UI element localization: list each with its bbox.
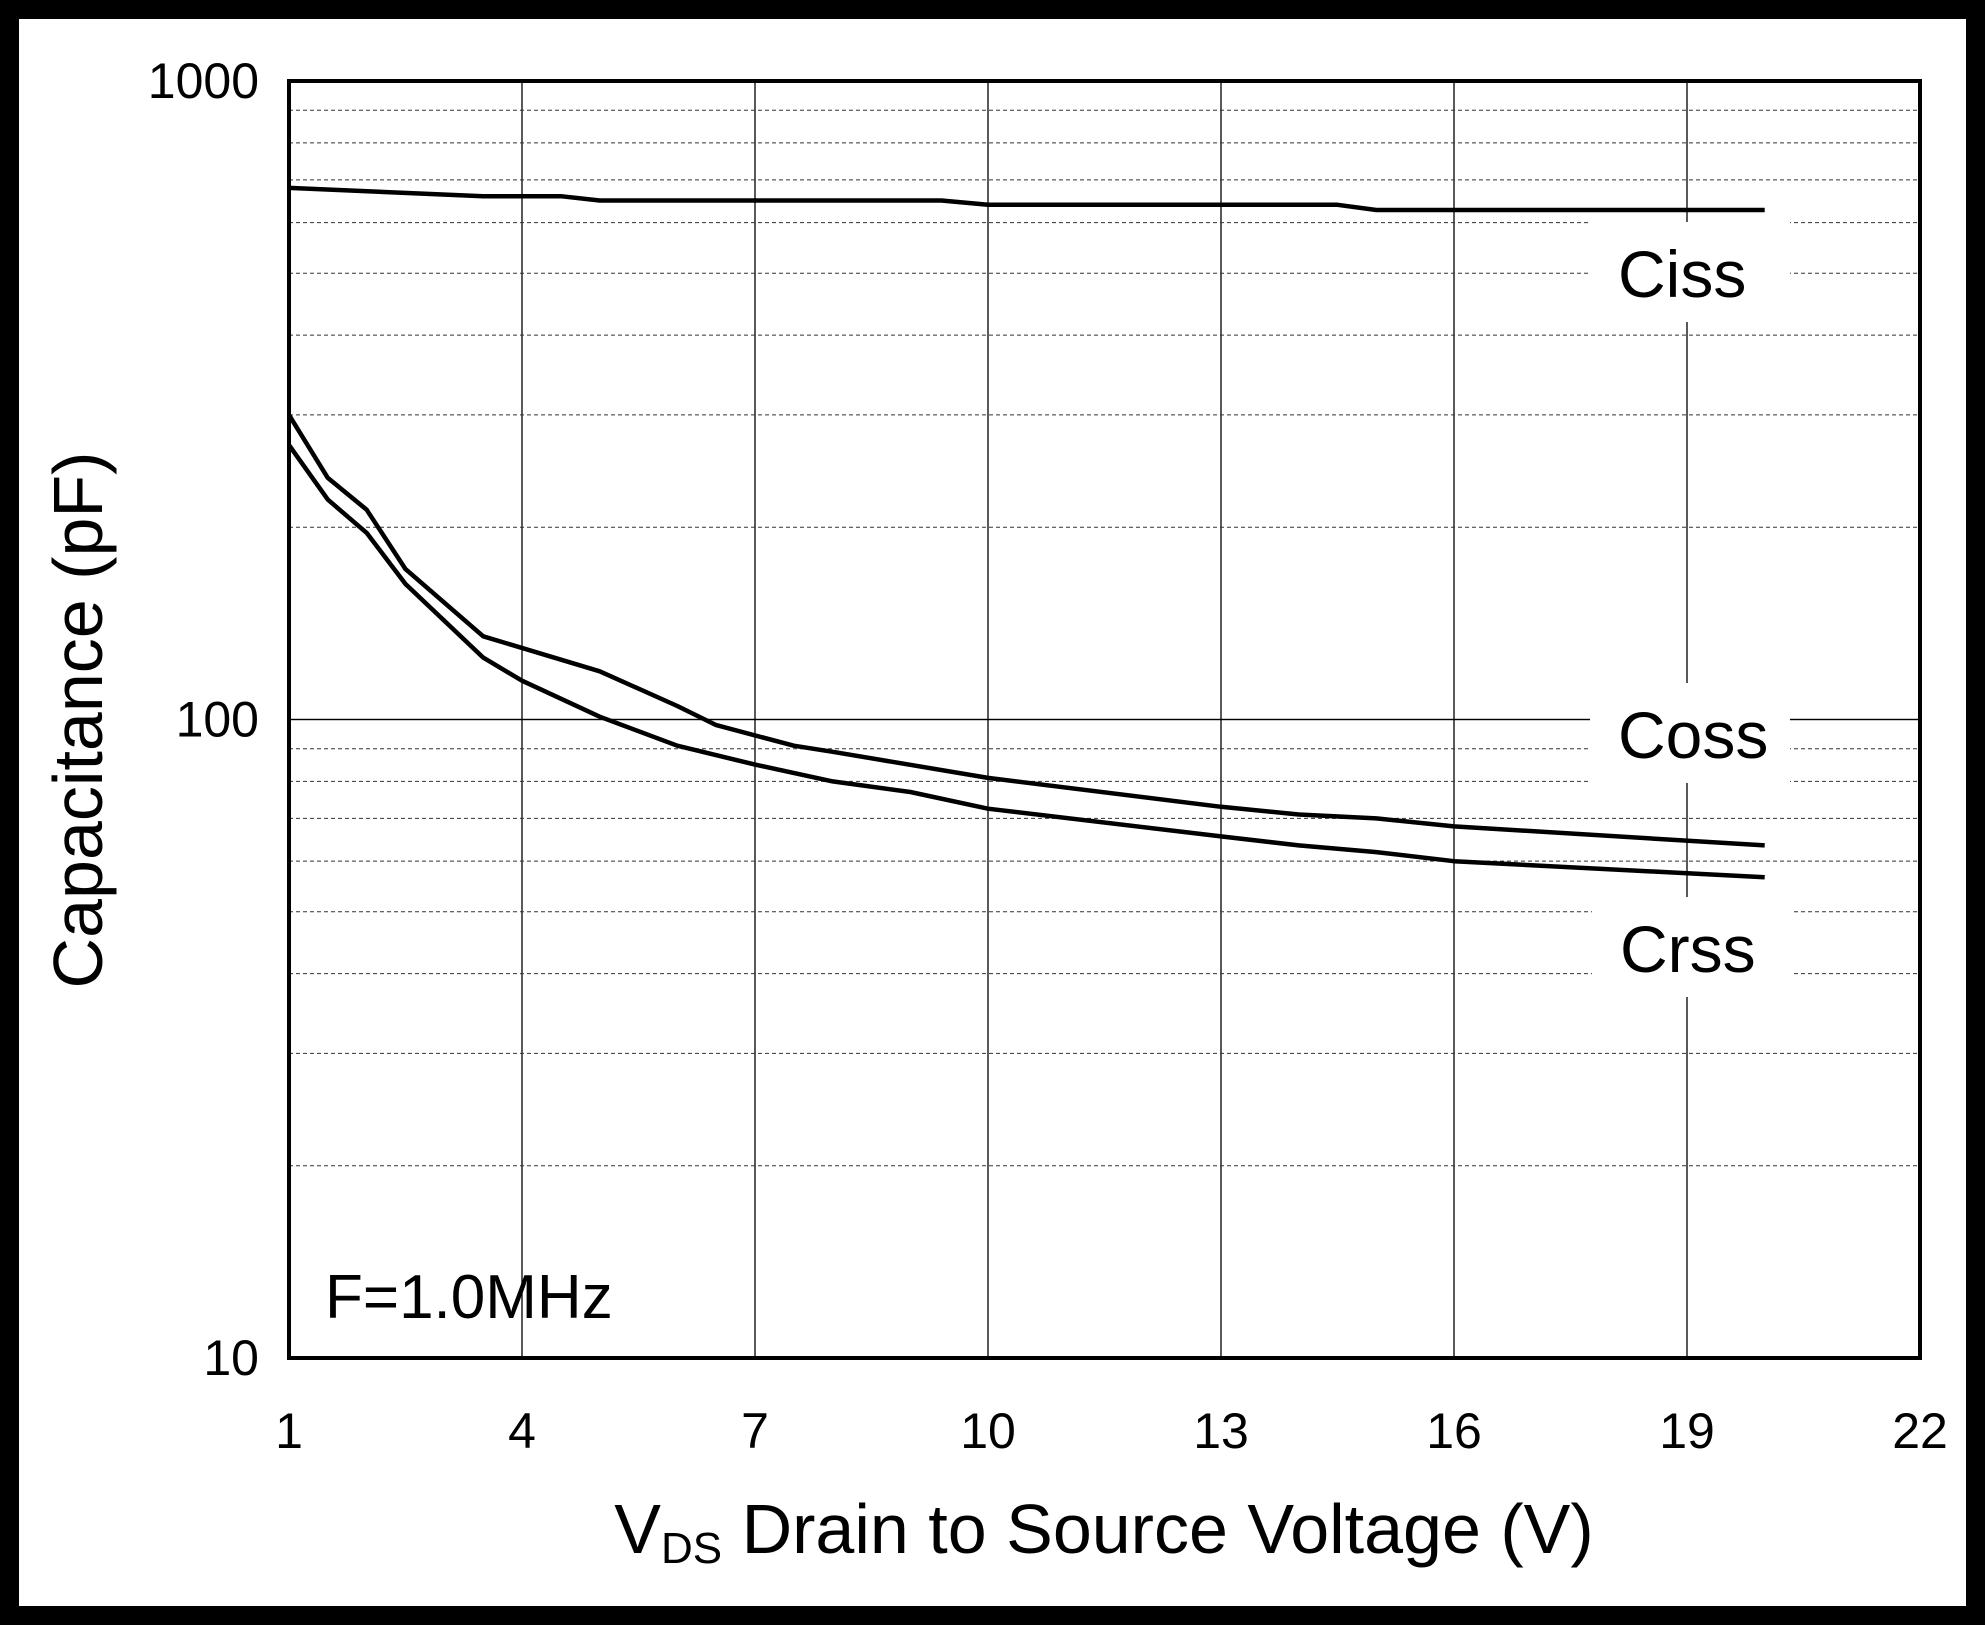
x-tick-label: 16 — [1426, 1403, 1482, 1459]
annotation-frequency: F=1.0MHz — [325, 1263, 613, 1332]
x-tick-labels: 1 4 7 10 13 16 19 22 — [275, 1403, 1948, 1459]
x-tick-label: 1 — [275, 1403, 303, 1459]
x-axis-title-main: V — [614, 1490, 661, 1568]
x-axis-title-rest: Drain to Source Voltage (V) — [722, 1490, 1594, 1568]
x-axis-title-subscript: DS — [661, 1524, 722, 1573]
series-label-ciss: Ciss — [1618, 237, 1746, 311]
series-label-background — [1590, 222, 1790, 322]
x-axis-title: VDS Drain to Source Voltage (V) — [614, 1490, 1593, 1573]
series-labels: Ciss Coss Crss — [1590, 222, 1792, 997]
y-tick-label: 10 — [203, 1330, 259, 1386]
y-tick-label: 100 — [176, 692, 259, 748]
series-label-coss: Coss — [1618, 698, 1768, 772]
x-tick-label: 22 — [1892, 1403, 1948, 1459]
y-tick-labels: 10 100 1000 — [148, 53, 259, 1386]
series-line-crss — [287, 443, 1765, 880]
x-tick-label: 13 — [1193, 1403, 1249, 1459]
plot-frame — [287, 79, 1922, 1360]
series-line-ciss — [288, 185, 1765, 213]
x-tick-label: 10 — [960, 1403, 1016, 1459]
series-label-background — [1590, 683, 1790, 783]
x-tick-label: 7 — [741, 1403, 769, 1459]
y-axis-title: Capacitance (pF) — [39, 452, 117, 989]
series-label-background — [1592, 897, 1792, 997]
x-tick-label: 4 — [508, 1403, 536, 1459]
x-tick-label: 19 — [1659, 1403, 1715, 1459]
series-lines — [287, 185, 1765, 880]
series-line-coss — [287, 413, 1765, 848]
y-tick-label: 1000 — [148, 53, 259, 109]
series-label-crss: Crss — [1620, 912, 1756, 986]
